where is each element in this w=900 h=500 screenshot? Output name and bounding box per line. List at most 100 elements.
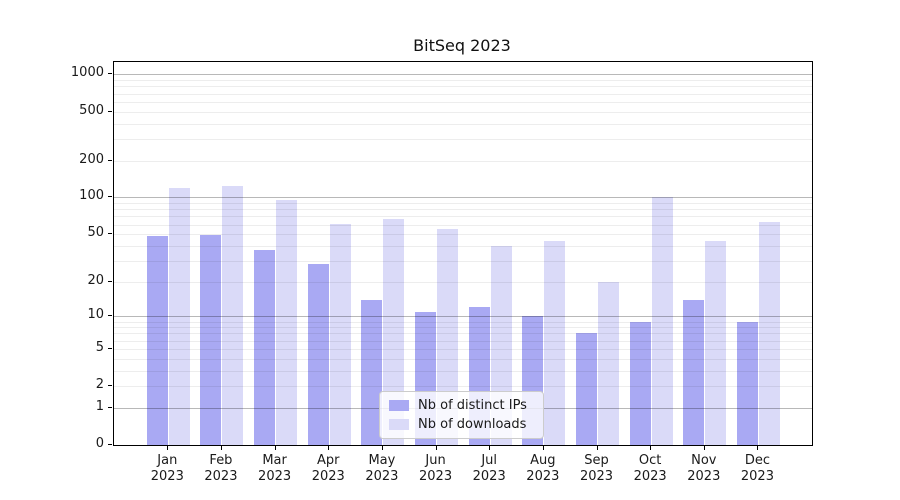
x-tick-mark bbox=[435, 446, 437, 450]
plot-area: Nb of distinct IPs Nb of downloads bbox=[113, 61, 813, 446]
x-tick-mark bbox=[328, 446, 330, 450]
legend-label-downloads: Nb of downloads bbox=[418, 416, 527, 432]
y-tick-label: 5 bbox=[95, 339, 104, 355]
y-tick-mark bbox=[108, 385, 112, 387]
x-tick-mark bbox=[381, 446, 383, 450]
y-tick-label: 1000 bbox=[70, 65, 104, 81]
bar-downloads-apr bbox=[329, 223, 351, 445]
gridline-minor bbox=[114, 111, 812, 113]
bar-downloads-dec bbox=[758, 221, 780, 445]
y-tick-mark bbox=[108, 196, 112, 198]
y-tick-label: 20 bbox=[87, 272, 104, 288]
gridline-minor bbox=[114, 327, 812, 329]
bar-ips-mar bbox=[254, 249, 276, 445]
bar-downloads-sep bbox=[598, 281, 619, 445]
x-tick-mark bbox=[274, 446, 276, 450]
gridline-minor bbox=[114, 209, 812, 211]
gridline-minor bbox=[114, 281, 812, 283]
gridline-minor bbox=[114, 93, 812, 95]
gridline-minor bbox=[114, 138, 812, 140]
bar-ips-nov bbox=[683, 299, 705, 445]
x-tick-label: Dec 2023 bbox=[740, 453, 774, 484]
legend-swatch-distinct-ips bbox=[389, 400, 409, 412]
x-tick-mark bbox=[220, 446, 222, 450]
x-tick-label: Nov 2023 bbox=[687, 453, 721, 484]
legend: Nb of distinct IPs Nb of downloads bbox=[379, 391, 544, 439]
y-tick-mark bbox=[108, 347, 112, 349]
y-tick-mark bbox=[108, 159, 112, 161]
bar-ips-dec bbox=[736, 321, 758, 445]
bar-ips-feb bbox=[200, 235, 222, 445]
gridline-minor bbox=[114, 260, 812, 262]
gridline-major bbox=[114, 316, 812, 318]
gridline-minor bbox=[114, 370, 812, 372]
x-tick-mark bbox=[757, 446, 759, 450]
y-tick-mark bbox=[108, 233, 112, 235]
x-tick-label: Feb 2023 bbox=[204, 453, 238, 484]
y-tick-label: 100 bbox=[79, 188, 104, 204]
legend-item-downloads: Nb of downloads bbox=[389, 417, 534, 432]
bar-downloads-jan bbox=[168, 187, 190, 445]
x-tick-label: Oct 2023 bbox=[633, 453, 667, 484]
y-tick-mark bbox=[108, 315, 112, 317]
y-tick-mark bbox=[108, 110, 112, 112]
bar-ips-jan bbox=[146, 236, 168, 445]
legend-swatch-downloads bbox=[389, 418, 409, 430]
legend-item-distinct-ips: Nb of distinct IPs bbox=[389, 398, 534, 413]
x-tick-label: Jan 2023 bbox=[150, 453, 184, 484]
gridline-minor bbox=[114, 80, 812, 82]
y-tick-label: 0 bbox=[95, 436, 104, 451]
x-tick-mark bbox=[167, 446, 169, 450]
gridline-minor bbox=[114, 333, 812, 335]
bar-downloads-nov bbox=[705, 240, 727, 445]
gridline-minor bbox=[114, 216, 812, 218]
x-tick-mark bbox=[703, 446, 705, 450]
gridline-minor bbox=[114, 101, 812, 103]
y-tick-label: 500 bbox=[79, 102, 104, 118]
bar-ips-sep bbox=[576, 333, 597, 445]
x-tick-label: Mar 2023 bbox=[258, 453, 292, 484]
y-tick-label: 2 bbox=[95, 377, 104, 393]
bar-downloads-feb bbox=[222, 185, 244, 445]
bar-ips-oct bbox=[629, 321, 651, 445]
gridline-major bbox=[114, 197, 812, 199]
gridline-minor bbox=[114, 358, 812, 360]
x-tick-mark bbox=[542, 446, 544, 450]
gridline-minor bbox=[114, 86, 812, 88]
x-tick-label: Jul 2023 bbox=[472, 453, 506, 484]
y-tick-label: 1 bbox=[95, 398, 104, 414]
gridline-major bbox=[114, 74, 812, 76]
gridline-minor bbox=[114, 386, 812, 388]
x-tick-label: Jun 2023 bbox=[419, 453, 453, 484]
bar-ips-apr bbox=[307, 264, 329, 445]
bar-downloads-mar bbox=[276, 200, 298, 445]
chart-title: BitSeq 2023 bbox=[413, 36, 511, 55]
x-tick-label: Aug 2023 bbox=[526, 453, 560, 484]
y-tick-mark bbox=[108, 73, 112, 75]
gridline-minor bbox=[114, 123, 812, 125]
x-tick-label: May 2023 bbox=[365, 453, 399, 484]
bar-downloads-aug bbox=[544, 240, 566, 445]
gridline-minor bbox=[114, 224, 812, 226]
gridline-minor bbox=[114, 160, 812, 162]
y-tick-mark bbox=[108, 406, 112, 408]
x-tick-mark bbox=[489, 446, 491, 450]
gridline-minor bbox=[114, 348, 812, 350]
bar-ips-may bbox=[361, 299, 383, 445]
gridline-minor bbox=[114, 245, 812, 247]
x-tick-mark bbox=[650, 446, 652, 450]
x-tick-mark bbox=[596, 446, 598, 450]
bar-downloads-oct bbox=[651, 196, 673, 445]
gridline-minor bbox=[114, 340, 812, 342]
gridline-minor bbox=[114, 203, 812, 205]
gridline-minor bbox=[114, 321, 812, 323]
x-tick-label: Apr 2023 bbox=[311, 453, 345, 484]
bar-downloads-may bbox=[383, 218, 405, 445]
y-tick-mark bbox=[108, 444, 112, 445]
gridline-minor bbox=[114, 234, 812, 236]
legend-label-distinct-ips: Nb of distinct IPs bbox=[418, 398, 527, 414]
y-tick-mark bbox=[108, 280, 112, 282]
y-tick-label: 200 bbox=[79, 151, 104, 167]
y-tick-label: 10 bbox=[87, 307, 104, 323]
